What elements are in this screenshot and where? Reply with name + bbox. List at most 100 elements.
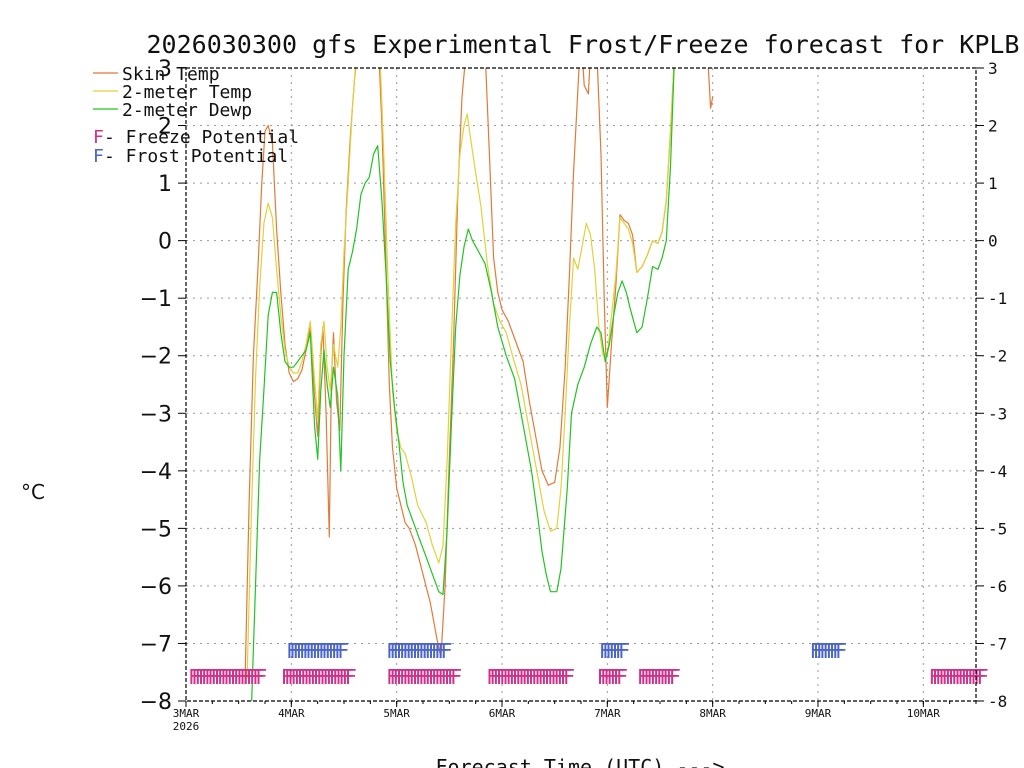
freeze-marker: F xyxy=(531,665,543,689)
series-line-skin-temp xyxy=(244,68,714,684)
freeze-marker: F xyxy=(399,665,411,689)
freeze-marker: F xyxy=(243,665,255,689)
legend-line-label: 2-meter Temp xyxy=(122,82,252,103)
x-tick-label: 3MAR xyxy=(173,707,200,720)
x-tick-label: 9MAR xyxy=(805,707,832,720)
freeze-marker: F xyxy=(948,665,960,689)
frost-marker: F xyxy=(618,639,630,663)
freeze-marker: F xyxy=(342,665,354,689)
freeze-marker: F xyxy=(941,665,953,689)
y-tick-label-right: -7 xyxy=(988,634,1007,653)
frost-marker: F xyxy=(832,639,844,663)
freeze-marker: F xyxy=(537,665,549,689)
frost-marker: F xyxy=(302,639,314,663)
freeze-marker: F xyxy=(246,665,258,689)
freeze-marker: F xyxy=(313,665,325,689)
freeze-marker: F xyxy=(418,665,430,689)
y-tick-label-right: 1 xyxy=(988,174,998,193)
frost-marker: F xyxy=(286,639,298,663)
freeze-marker: F xyxy=(239,665,251,689)
frost-marker: F xyxy=(402,639,414,663)
freeze-marker: F xyxy=(316,665,328,689)
legend-marker-label: - Freeze Potential xyxy=(104,127,299,148)
freeze-marker: F xyxy=(198,665,210,689)
freeze-marker: F xyxy=(319,665,331,689)
legend-line-label: Skin Temp xyxy=(122,64,220,85)
frost-marker: F xyxy=(829,639,841,663)
frost-marker: F xyxy=(334,639,346,663)
y-tick-label-right: -4 xyxy=(988,462,1007,481)
frost-marker: F xyxy=(819,639,831,663)
freeze-marker: F xyxy=(929,665,941,689)
frost-marker: F xyxy=(315,639,327,663)
frost-marker: F xyxy=(816,639,828,663)
freeze-marker: F xyxy=(505,665,517,689)
frost-marker: F xyxy=(434,639,446,663)
frost-marker: F xyxy=(612,639,624,663)
freeze-marker: F xyxy=(550,665,562,689)
freeze-marker: F xyxy=(396,665,408,689)
y-tick-label-right: -8 xyxy=(988,692,1007,711)
freeze-marker: F xyxy=(329,665,341,689)
freeze-marker: F xyxy=(512,665,524,689)
freeze-marker: F xyxy=(310,665,322,689)
frost-marker: F xyxy=(810,639,822,663)
frost-marker: F xyxy=(331,639,343,663)
axes: −8 -8 −7 -7 −6 -6 −5 -5 −4 -4 −3 -3 −2 -2 −1 -1 0 0 1 1 2 2 3 3… xyxy=(140,57,1008,733)
freeze-marker: F xyxy=(637,665,649,689)
series-line-2-meter-dewp xyxy=(251,68,675,701)
freeze-marker: F xyxy=(515,665,527,689)
freeze-marker: F xyxy=(656,665,668,689)
legend-line-label: 2-meter Dewp xyxy=(122,100,252,121)
x-tick-label: 4MAR xyxy=(278,707,305,720)
freeze-marker: F xyxy=(345,665,357,689)
freeze-marker: F xyxy=(214,665,226,689)
freeze-marker: F xyxy=(431,665,443,689)
freeze-marker: F xyxy=(249,665,261,689)
freeze-marker: F xyxy=(502,665,514,689)
freeze-marker: F xyxy=(964,665,976,689)
freeze-marker: F xyxy=(421,665,433,689)
frost-marker: F xyxy=(822,639,834,663)
y-tick-label-right: 3 xyxy=(988,59,998,78)
freeze-marker: F xyxy=(653,665,665,689)
frost-marker: F xyxy=(393,639,405,663)
grid xyxy=(186,68,976,701)
freeze-marker: F xyxy=(496,665,508,689)
freeze-marker: F xyxy=(518,665,530,689)
frost-marker: F xyxy=(412,639,424,663)
freeze-marker: F xyxy=(662,665,674,689)
frost-marker: F xyxy=(318,639,330,663)
series-lines xyxy=(244,68,714,701)
x-tick-sublabel: 2026 xyxy=(173,720,200,733)
y-tick-label-left: −1 xyxy=(140,287,172,312)
freeze-marker: F xyxy=(659,665,671,689)
legend-marker-letter: F xyxy=(93,146,104,167)
frost-marker: F xyxy=(399,639,411,663)
frost-marker: F xyxy=(602,639,614,663)
frost-marker: F xyxy=(312,639,324,663)
freeze-marker: F xyxy=(606,665,618,689)
frost-marker: F xyxy=(428,639,440,663)
x-tick-label: 5MAR xyxy=(383,707,410,720)
freeze-marker: F xyxy=(425,665,437,689)
frost-marker: F xyxy=(292,639,304,663)
y-tick-label-left: 0 xyxy=(158,230,172,255)
freeze-marker: F xyxy=(541,665,553,689)
frost-marker: F xyxy=(813,639,825,663)
freeze-marker: F xyxy=(521,665,533,689)
frost-marker: F xyxy=(418,639,430,663)
frost-marker: F xyxy=(826,639,838,663)
y-tick-label-right: -1 xyxy=(988,289,1007,308)
y-tick-label-right: -2 xyxy=(988,347,1007,366)
freeze-marker: F xyxy=(220,665,232,689)
frost-marker: F xyxy=(305,639,317,663)
y-tick-label-left: −7 xyxy=(140,632,172,657)
y-tick-label-left: −6 xyxy=(140,575,172,600)
frost-marker: F xyxy=(405,639,417,663)
frost-marker: F xyxy=(437,639,449,663)
freeze-marker: F xyxy=(255,665,267,689)
x-tick-label: 7MAR xyxy=(594,707,621,720)
freeze-marker: F xyxy=(303,665,315,689)
y-tick-label-left: 3 xyxy=(158,57,172,82)
